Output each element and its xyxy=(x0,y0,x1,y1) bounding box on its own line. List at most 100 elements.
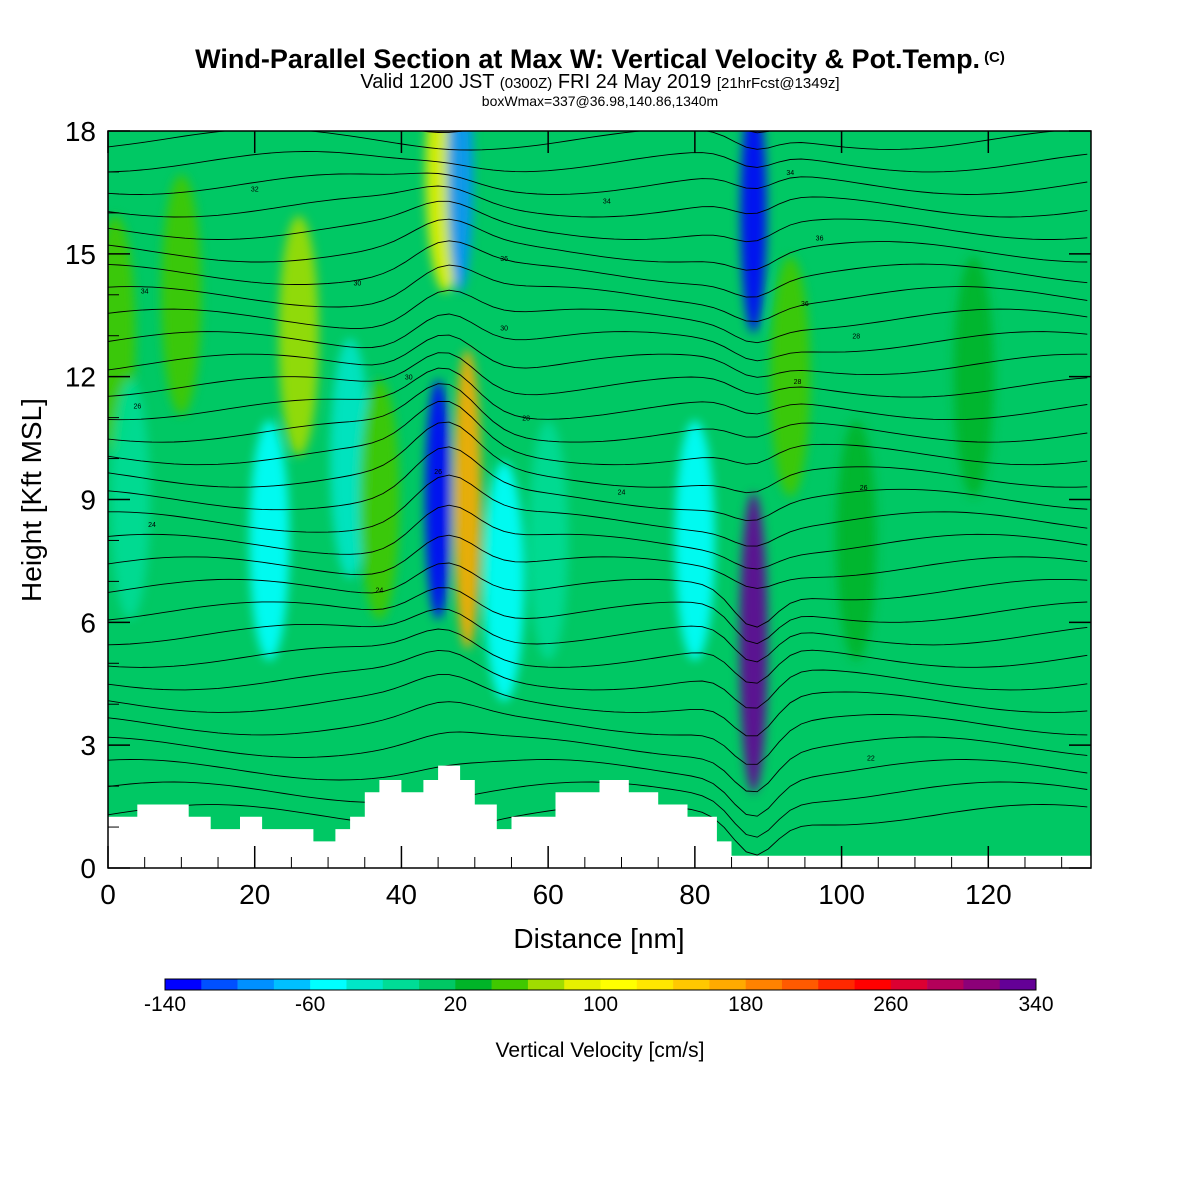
velocity-cell-11 xyxy=(484,461,525,702)
colorbar: -140 -60 20 100 180 260 340 xyxy=(144,978,1054,1016)
velocity-cell-12 xyxy=(528,420,569,661)
isentrope-line xyxy=(108,759,1088,817)
velocity-cell-13 xyxy=(674,420,715,661)
colorbar-swatch xyxy=(781,979,819,990)
colorbar-swatch xyxy=(527,979,565,990)
y-tick-label: 15 xyxy=(65,239,96,270)
isentrope-line xyxy=(108,352,1088,398)
y-axis-label: Height [Kft MSL] xyxy=(16,398,47,602)
x-tick-label: 40 xyxy=(386,879,417,910)
velocity-cell-8 xyxy=(453,349,482,650)
velocity-cell-16 xyxy=(770,256,811,497)
colorbar-swatch xyxy=(890,979,928,990)
colorbar-swatch xyxy=(564,979,601,990)
velocity-cell-6 xyxy=(359,379,400,620)
isentrope-line xyxy=(108,334,1088,378)
y-tick-label: 18 xyxy=(65,116,96,147)
colorbar-swatch xyxy=(165,979,202,990)
colorbar-swatch xyxy=(273,979,311,990)
isentrope-line xyxy=(108,151,1088,173)
velocity-cell-15 xyxy=(740,131,767,333)
x-tick-label: 60 xyxy=(533,879,564,910)
colorbar-swatch xyxy=(346,979,384,990)
forecast-info: [21hrFcst@1349z] xyxy=(716,75,840,92)
isentrope-label: 36 xyxy=(500,256,508,263)
colorbar-tick-label: 260 xyxy=(873,993,908,1016)
isentrope-line xyxy=(108,587,1088,645)
x-tick-label: 80 xyxy=(679,879,710,910)
isentrope-line xyxy=(108,701,1088,765)
isentrope-line xyxy=(108,474,1088,547)
valid-utc: (0300Z) xyxy=(499,75,553,92)
velocity-cell-18 xyxy=(953,256,994,497)
isentrope-label: 36 xyxy=(816,235,824,242)
isentrope-label: 26 xyxy=(434,469,442,476)
isentrope-label: 32 xyxy=(251,186,259,193)
colorbar-swatch xyxy=(673,979,710,990)
isentrope-line xyxy=(108,289,1088,344)
x-tick-label: 0 xyxy=(100,879,116,910)
velocity-cell-4 xyxy=(278,215,319,456)
colorbar-tick-label: 340 xyxy=(1018,993,1053,1016)
isentrope-label: 30 xyxy=(354,280,362,287)
colorbar-tick-label: -140 xyxy=(144,993,186,1016)
chart-title-text: Wind-Parallel Section at Max W: Vertical… xyxy=(195,44,981,74)
isentrope-label: 36 xyxy=(801,301,809,308)
y-tick-label: 12 xyxy=(65,362,96,393)
isentrope-label: 34 xyxy=(603,199,611,206)
colorbar-swatch xyxy=(999,979,1037,990)
isentrope-label: 24 xyxy=(148,522,156,529)
colorbar-swatch xyxy=(854,979,892,990)
colorbar-swatch xyxy=(237,979,275,990)
chart-title: Wind-Parallel Section at Max W: Vertical… xyxy=(0,44,1200,75)
isentrope-label: 34 xyxy=(141,289,149,296)
colorbar-swatch xyxy=(636,979,674,990)
x-axis-label: Distance [nm] xyxy=(513,923,684,954)
isentrope-line xyxy=(108,185,1088,218)
colorbar-swatch xyxy=(382,979,420,990)
isentrope-line xyxy=(108,781,1088,838)
isentrope-line xyxy=(108,731,1088,793)
isentrope-line xyxy=(108,562,1088,628)
isentrope-line xyxy=(108,649,1088,709)
isentrope-line xyxy=(108,264,1088,322)
isentrope-line xyxy=(108,200,1088,243)
isentrope-line xyxy=(108,218,1088,271)
x-axis: 0 20 40 60 80 100 120 xyxy=(100,131,1063,910)
colorbar-swatch xyxy=(745,979,783,990)
isentrope-line xyxy=(108,446,1088,522)
isentrope-label: 28 xyxy=(852,334,860,341)
isentrope-line xyxy=(108,240,1088,298)
isentrope-label: 28 xyxy=(522,416,530,423)
isentrope-line xyxy=(108,628,1088,684)
isentrope-line xyxy=(108,534,1088,589)
chart-subtitle: Valid 1200 JST (0300Z) FRI 24 May 2019 [… xyxy=(0,71,1200,94)
y-tick-label: 3 xyxy=(80,730,96,761)
colorbar-swatch xyxy=(310,979,347,990)
colorbar-swatch xyxy=(600,979,638,990)
isentrope-line xyxy=(108,383,1088,443)
boxwmax-info: boxWmax=337@36.98,140.86,1340m xyxy=(481,93,719,109)
isentrope-line xyxy=(108,608,1088,663)
colorbar-tick-label: -60 xyxy=(295,993,325,1016)
isentrope-line xyxy=(108,367,1088,421)
velocity-cell-17 xyxy=(836,420,877,661)
terrain xyxy=(108,765,1091,868)
isentrope-label: 24 xyxy=(618,489,626,496)
isentrope-line xyxy=(108,421,1088,494)
isentrope-label: 30 xyxy=(405,375,413,382)
colorbar-tick-label: 20 xyxy=(444,993,467,1016)
colorbar-swatch xyxy=(419,979,456,990)
colorbar-swatch xyxy=(709,979,746,990)
isentrope-line xyxy=(108,401,1088,466)
isentrope-label: 28 xyxy=(794,379,802,386)
velocity-field xyxy=(108,131,994,793)
isentrope-label: 26 xyxy=(133,403,141,410)
colorbar-swatch xyxy=(491,979,529,990)
colorbar-swatch xyxy=(455,979,492,990)
isentrope-line xyxy=(108,504,1088,570)
isentrope-label: 24 xyxy=(376,588,384,595)
colorbar-swatch xyxy=(927,979,964,990)
